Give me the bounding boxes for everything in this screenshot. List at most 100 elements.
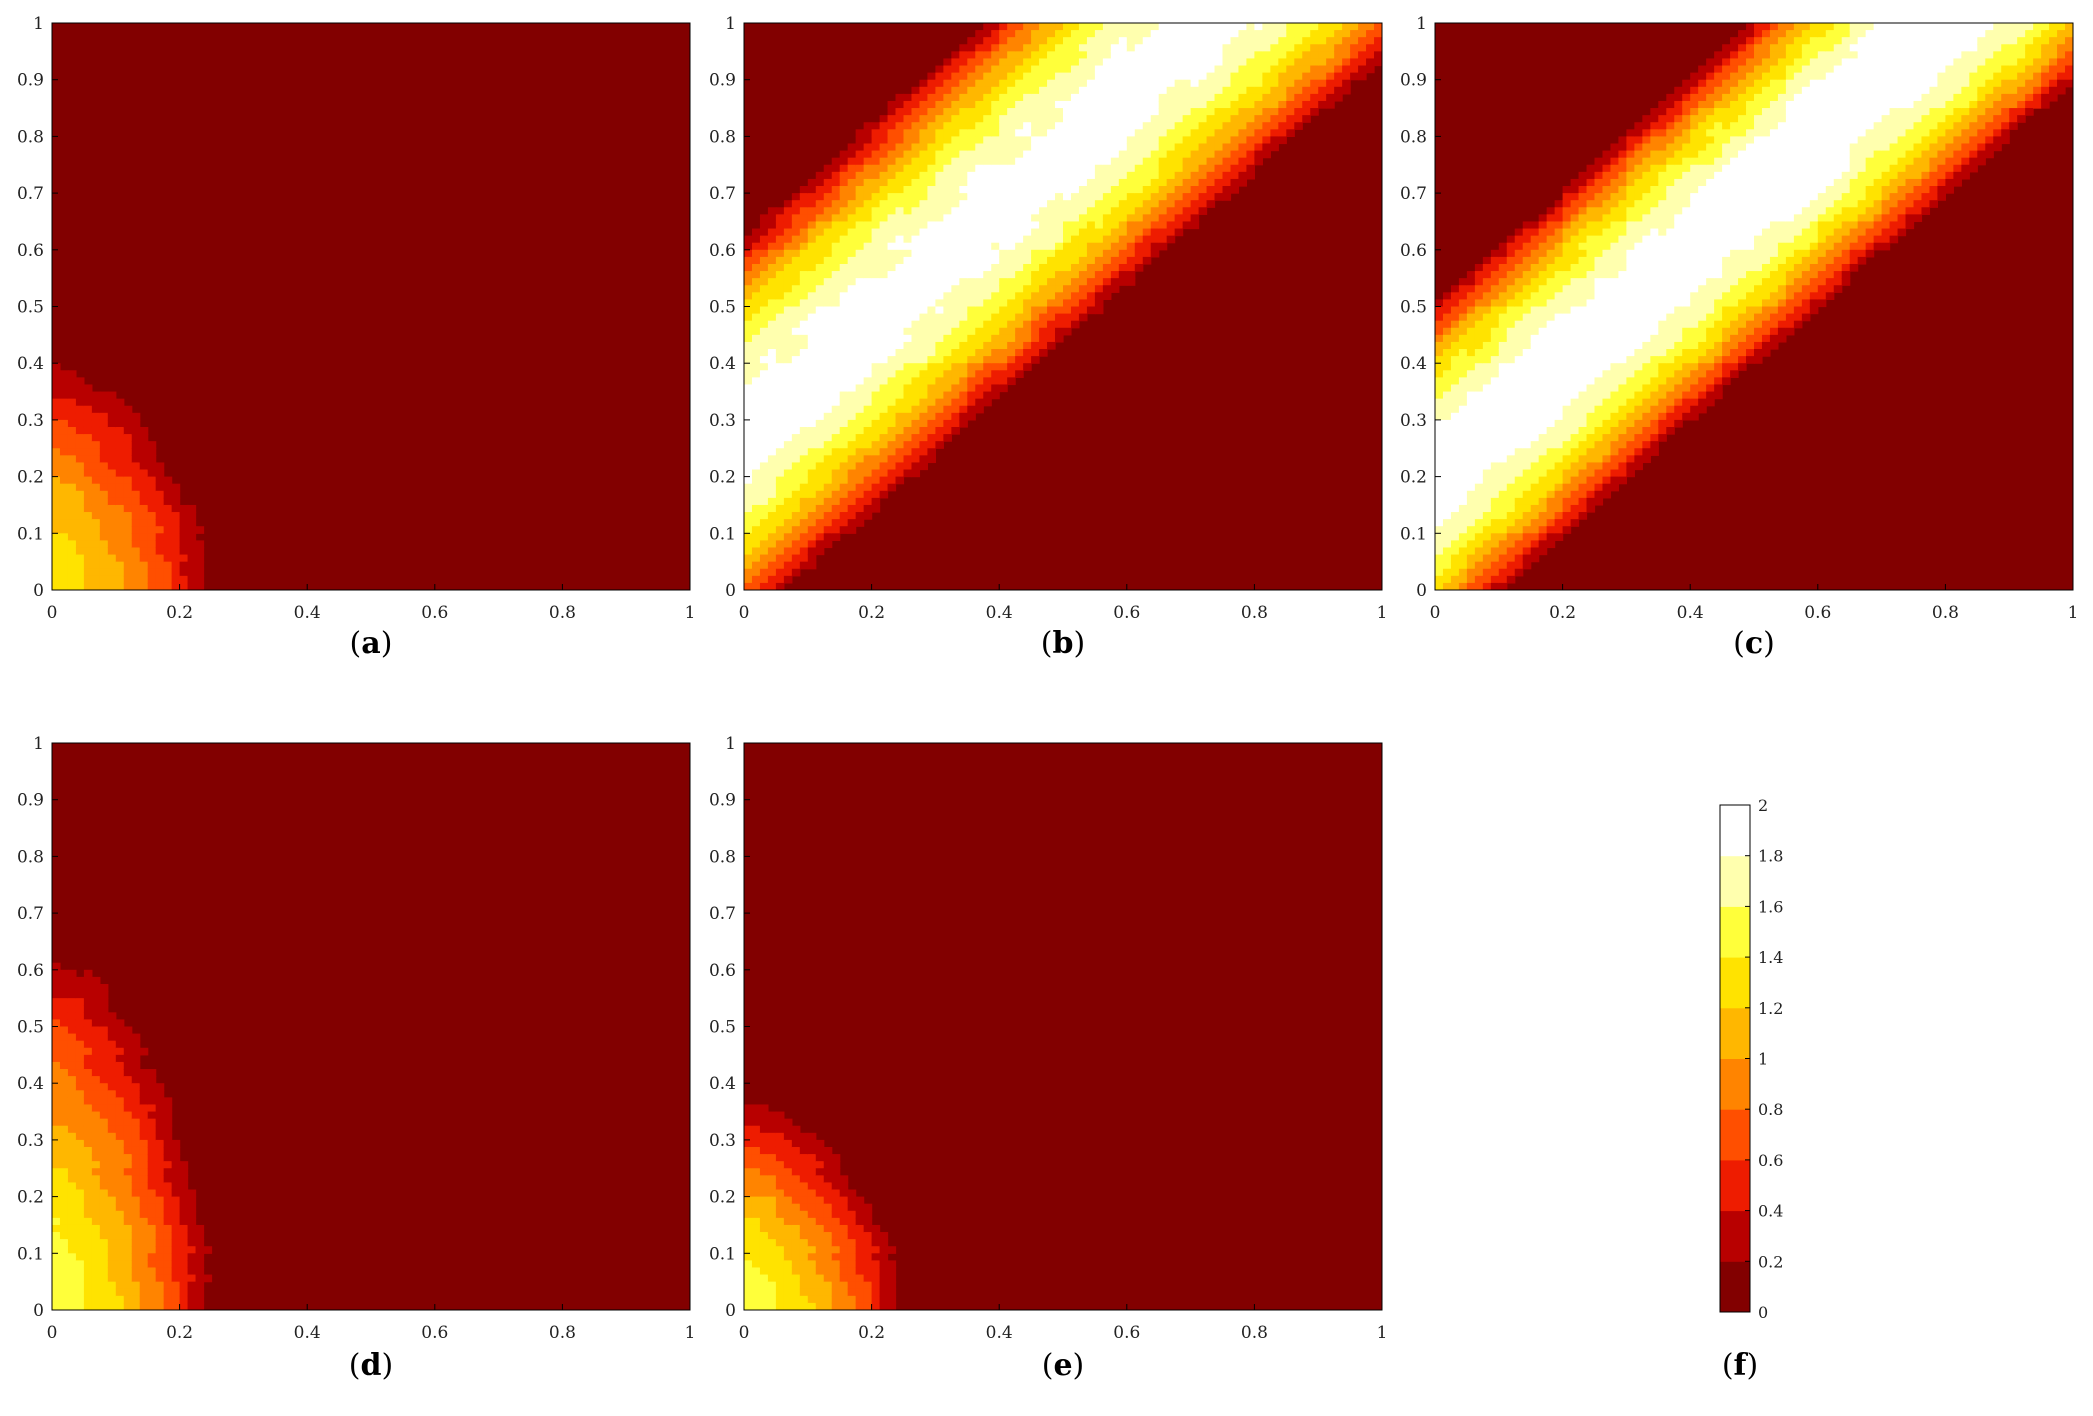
contour-cell	[1602, 249, 1612, 258]
contour-cell	[895, 235, 905, 244]
contour-cell	[1474, 526, 1484, 534]
contour-cell	[975, 349, 984, 357]
contour-cell	[1174, 164, 1184, 173]
contour-cell	[1578, 434, 1588, 442]
contour-cell	[1522, 242, 1532, 251]
contour-cell	[1118, 30, 1128, 38]
contour-cell	[1007, 58, 1016, 67]
contour-cell	[99, 398, 109, 407]
contour-cell	[179, 561, 189, 570]
contour-cell	[139, 568, 149, 577]
contour-cell	[775, 469, 785, 478]
contour-cell	[1554, 476, 1564, 485]
contour-cell	[911, 384, 921, 393]
contour-cell	[1047, 186, 1056, 194]
contour-cell	[847, 434, 857, 442]
contour-cell	[1594, 271, 1604, 279]
contour-cell	[1246, 44, 1255, 52]
contour-cell	[1015, 51, 1024, 60]
contour-cell	[1554, 207, 1564, 215]
contour-cell	[1618, 278, 1627, 286]
contour-cell	[1134, 178, 1144, 187]
contour-cell	[1015, 292, 1024, 301]
contour-cell	[1610, 242, 1620, 251]
contour-cell	[1055, 108, 1064, 116]
contour-cell	[1278, 86, 1287, 95]
contour-cell	[991, 363, 1000, 371]
contour-cell	[1594, 200, 1604, 208]
contour-cell	[1578, 193, 1588, 201]
contour-cell	[1522, 554, 1532, 563]
contour-cell	[935, 100, 944, 109]
contour-cell	[1078, 292, 1088, 301]
contour-cell	[1031, 178, 1040, 187]
contour-cell	[847, 334, 857, 343]
contour-cell	[1039, 108, 1048, 116]
contour-cell	[1047, 271, 1056, 279]
contour-cell	[775, 327, 785, 336]
contour-cell	[1222, 136, 1232, 145]
contour-cell	[1110, 37, 1120, 45]
contour-cell	[999, 193, 1008, 201]
contour-cell	[903, 299, 913, 308]
contour-cell	[1466, 405, 1476, 414]
contour-cell	[1007, 143, 1016, 152]
contour-cell	[751, 356, 761, 364]
contour-cell	[983, 370, 992, 378]
contour-cell	[1450, 412, 1460, 421]
contour-cell	[83, 391, 93, 400]
contour-cell	[951, 79, 960, 88]
contour-cell	[903, 384, 913, 393]
contour-cell	[1458, 356, 1468, 364]
contour-cell	[839, 455, 849, 464]
contour-cell	[1450, 292, 1460, 301]
contour-cell	[1578, 285, 1588, 293]
contour-cell	[1658, 171, 1667, 180]
contour-cell	[911, 171, 921, 180]
contour-cell	[1450, 405, 1460, 414]
contour-cell	[935, 285, 944, 293]
contour-cell	[1650, 178, 1659, 187]
contour-cell	[935, 299, 944, 308]
contour-cell	[1047, 207, 1056, 215]
contour-cell	[1015, 235, 1024, 244]
contour-cell	[744, 356, 753, 364]
contour-cell	[1650, 341, 1659, 350]
contour-cell	[1094, 256, 1104, 265]
contour-cell	[887, 412, 897, 421]
contour-cell	[75, 497, 85, 506]
contour-cell	[983, 207, 992, 215]
contour-cell	[59, 540, 69, 549]
contour-cell	[775, 434, 785, 442]
contour-cell	[1126, 115, 1136, 123]
contour-cell	[751, 334, 761, 343]
contour-cell	[1610, 341, 1620, 350]
contour-cell	[855, 455, 865, 464]
contour-cell	[839, 193, 849, 201]
contour-cell	[935, 349, 944, 357]
contour-cell	[983, 108, 992, 116]
contour-cell	[1602, 377, 1612, 386]
contour-cell	[1650, 271, 1659, 279]
contour-cell	[799, 299, 809, 308]
contour-cell	[1658, 341, 1667, 350]
contour-cell	[935, 320, 944, 329]
contour-cell	[919, 115, 929, 123]
contour-cell	[839, 299, 849, 308]
contour-cell	[1078, 228, 1088, 237]
contour-cell	[1015, 313, 1024, 322]
contour-cell	[1150, 214, 1160, 223]
contour-cell	[1374, 51, 1382, 60]
contour-cell	[1023, 263, 1032, 272]
contour-cell	[1658, 150, 1667, 159]
contour-cell	[1610, 200, 1620, 208]
contour-cell	[1514, 235, 1524, 244]
contour-cell	[52, 462, 61, 471]
contour-cell	[1602, 320, 1612, 329]
contour-cell	[839, 504, 849, 513]
contour-cell	[775, 221, 785, 230]
contour-cell	[927, 327, 936, 336]
contour-cell	[1254, 150, 1263, 159]
contour-cell	[1530, 370, 1540, 378]
contour-cell	[967, 221, 976, 230]
